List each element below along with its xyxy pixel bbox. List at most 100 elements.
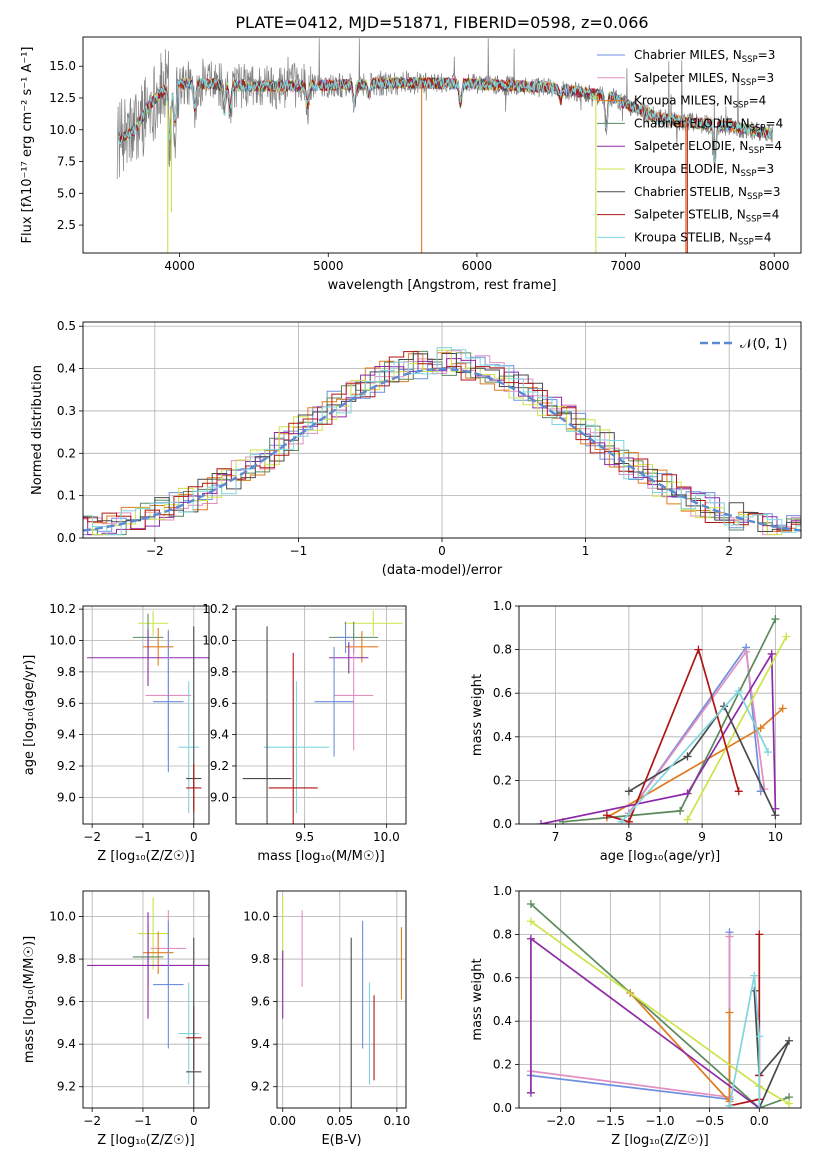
plot-area bbox=[242, 610, 403, 824]
y-tick-label: 0.4 bbox=[57, 362, 76, 376]
weight-line bbox=[530, 937, 760, 1108]
x-tick-label: 10 bbox=[768, 830, 783, 844]
y-tick-label: 9.2 bbox=[57, 759, 76, 773]
legend-subscript: SSP bbox=[748, 146, 764, 156]
weight-line bbox=[540, 651, 777, 824]
x-axis-label: E(B-V) bbox=[321, 1133, 361, 1148]
y-tick-label: 10.0 bbox=[49, 634, 76, 648]
axes-frame bbox=[82, 36, 802, 254]
y-tick-label: 5.0 bbox=[57, 186, 76, 200]
legend-subscript: SSP bbox=[746, 215, 762, 225]
axes-frame bbox=[82, 605, 210, 825]
residual-histogram-step bbox=[83, 351, 801, 532]
age-vs-Z-panel: −2 −1 0 9.0 9.2 9.4 9.6 9.8 10.0 10.2 Z [log₁₀(Z/Z… bbox=[22, 602, 210, 864]
y-tick-label: 2.5 bbox=[57, 218, 76, 232]
legend-suffix: =3 bbox=[758, 48, 776, 62]
model-spectrum-line bbox=[118, 76, 773, 163]
weight-vs-age-panel: 7 8 9 10 0.0 0.2 0.4 0.6 0.8 1.0 age [log₁₀(age/yr… bbox=[470, 599, 802, 864]
legend-entry: Salpeter MILES, NSSP=3 bbox=[634, 71, 774, 88]
plot-area bbox=[526, 900, 794, 1108]
axes-frame bbox=[82, 321, 802, 539]
y-axis-label: Flux [fλ10⁻¹⁷ erg cm⁻² s⁻¹ A⁻¹] bbox=[20, 47, 35, 244]
age-vs-mass-panel: 9.5 10.0 9.0 9.2 9.4 9.6 9.8 10.0 10.2 mass [log₁… bbox=[202, 602, 407, 864]
x-tick-label: −2 bbox=[146, 544, 164, 558]
y-tick-label: 9.6 bbox=[57, 696, 76, 710]
weight-marker bbox=[624, 787, 633, 796]
y-tick-label: 0.6 bbox=[493, 971, 512, 985]
legend-entry: Kroupa STELIB, NSSP=4 bbox=[634, 230, 772, 247]
y-tick-label: 0.5 bbox=[57, 319, 76, 333]
weight-marker bbox=[694, 645, 703, 654]
x-tick-label: 5000 bbox=[313, 259, 344, 273]
weight-marker bbox=[734, 687, 743, 696]
weight-marker bbox=[725, 932, 734, 941]
legend-entry: Chabrier STELIB, NSSP=3 bbox=[634, 185, 781, 202]
weight-marker bbox=[756, 724, 765, 733]
weight-line bbox=[628, 704, 777, 816]
legend-entry: Salpeter ELODIE, NSSP=4 bbox=[634, 139, 782, 156]
weight-marker bbox=[526, 900, 535, 909]
legend-subscript: SSP bbox=[741, 169, 757, 179]
residual-histogram-step bbox=[83, 347, 801, 536]
weight-vs-Z-panel: −2.0 −1.5 −1.0 −0.5 0.0 0.0 0.2 0.4 0.6 0.8 1.0 Z [… bbox=[470, 884, 802, 1148]
figure-title: PLATE=0412, MJD=51871, FIBERID=0598, z=0… bbox=[235, 13, 648, 32]
legend-subscript: SSP bbox=[733, 101, 749, 111]
weight-marker bbox=[771, 615, 780, 624]
residuals-legend: 𝒩(0, 1) bbox=[700, 337, 787, 352]
legend-suffix: =3 bbox=[756, 162, 774, 176]
weight-line bbox=[530, 903, 790, 1108]
x-tick-label: 0.0 bbox=[750, 1114, 769, 1128]
x-axis-label: Z [log₁₀(Z/Z☉)] bbox=[611, 1133, 708, 1148]
x-tick-label: −1 bbox=[134, 830, 152, 844]
legend-entry: Kroupa ELODIE, NSSP=3 bbox=[634, 162, 774, 179]
weight-marker bbox=[602, 811, 611, 820]
weight-marker bbox=[617, 817, 626, 824]
x-tick-label: −1 bbox=[134, 1114, 152, 1128]
weight-marker bbox=[734, 787, 743, 796]
x-tick-label: 2 bbox=[725, 544, 733, 558]
weight-line bbox=[628, 645, 762, 814]
legend-entry: Salpeter STELIB, NSSP=4 bbox=[634, 208, 779, 225]
weight-marker bbox=[526, 917, 535, 926]
spectrum-plot-area bbox=[116, 38, 774, 253]
x-tick-label: −2 bbox=[83, 1114, 101, 1128]
y-tick-label: 0.2 bbox=[57, 446, 76, 460]
x-tick-label: −1 bbox=[290, 544, 308, 558]
model-spectrum-line bbox=[118, 76, 773, 164]
x-tick-label: 8 bbox=[625, 830, 633, 844]
legend-suffix: =4 bbox=[762, 208, 780, 222]
residual-histogram-step bbox=[83, 349, 801, 536]
legend-subscript: SSP bbox=[742, 55, 758, 65]
plot-area bbox=[87, 610, 209, 824]
y-tick-label: 9.4 bbox=[57, 1037, 76, 1051]
y-axis-label: mass weight bbox=[470, 674, 485, 756]
y-tick-label: 9.8 bbox=[57, 952, 76, 966]
weight-line bbox=[729, 934, 761, 1107]
plot-area bbox=[536, 615, 791, 824]
legend-suffix: =4 bbox=[749, 94, 767, 108]
y-tick-label: 9.0 bbox=[210, 790, 229, 804]
x-axis-label: Z [log₁₀(Z/Z☉)] bbox=[97, 1133, 194, 1148]
x-tick-label: −0.5 bbox=[695, 1114, 724, 1128]
residuals-panel: −2 −1 0 1 2 0.0 0.1 0.2 0.3 0.4 0.5 (data-model)/er… bbox=[30, 319, 802, 578]
y-tick-label: 1.0 bbox=[493, 599, 512, 613]
weight-marker bbox=[624, 817, 633, 824]
x-axis-label: Z [log₁₀(Z/Z☉)] bbox=[97, 849, 194, 864]
y-tick-label: 0.4 bbox=[493, 730, 512, 744]
weight-marker bbox=[683, 752, 692, 761]
legend-suffix: =4 bbox=[764, 139, 782, 153]
y-tick-label: 12.5 bbox=[49, 91, 76, 105]
x-tick-label: 0 bbox=[438, 544, 446, 558]
x-axis-label: wavelength [Angstrom, rest frame] bbox=[328, 278, 557, 293]
x-tick-label: 0 bbox=[190, 1114, 198, 1128]
x-axis-label: (data-model)/error bbox=[382, 563, 503, 578]
weight-marker bbox=[742, 647, 751, 656]
x-tick-label: 6000 bbox=[462, 259, 493, 273]
y-tick-label: 0.2 bbox=[493, 773, 512, 787]
weight-marker bbox=[778, 704, 787, 713]
legend-entry: Kroupa MILES, NSSP=4 bbox=[634, 94, 766, 111]
normal-reference-curve bbox=[83, 367, 801, 532]
weight-marker bbox=[755, 930, 764, 939]
x-tick-label: 0.10 bbox=[384, 1114, 411, 1128]
